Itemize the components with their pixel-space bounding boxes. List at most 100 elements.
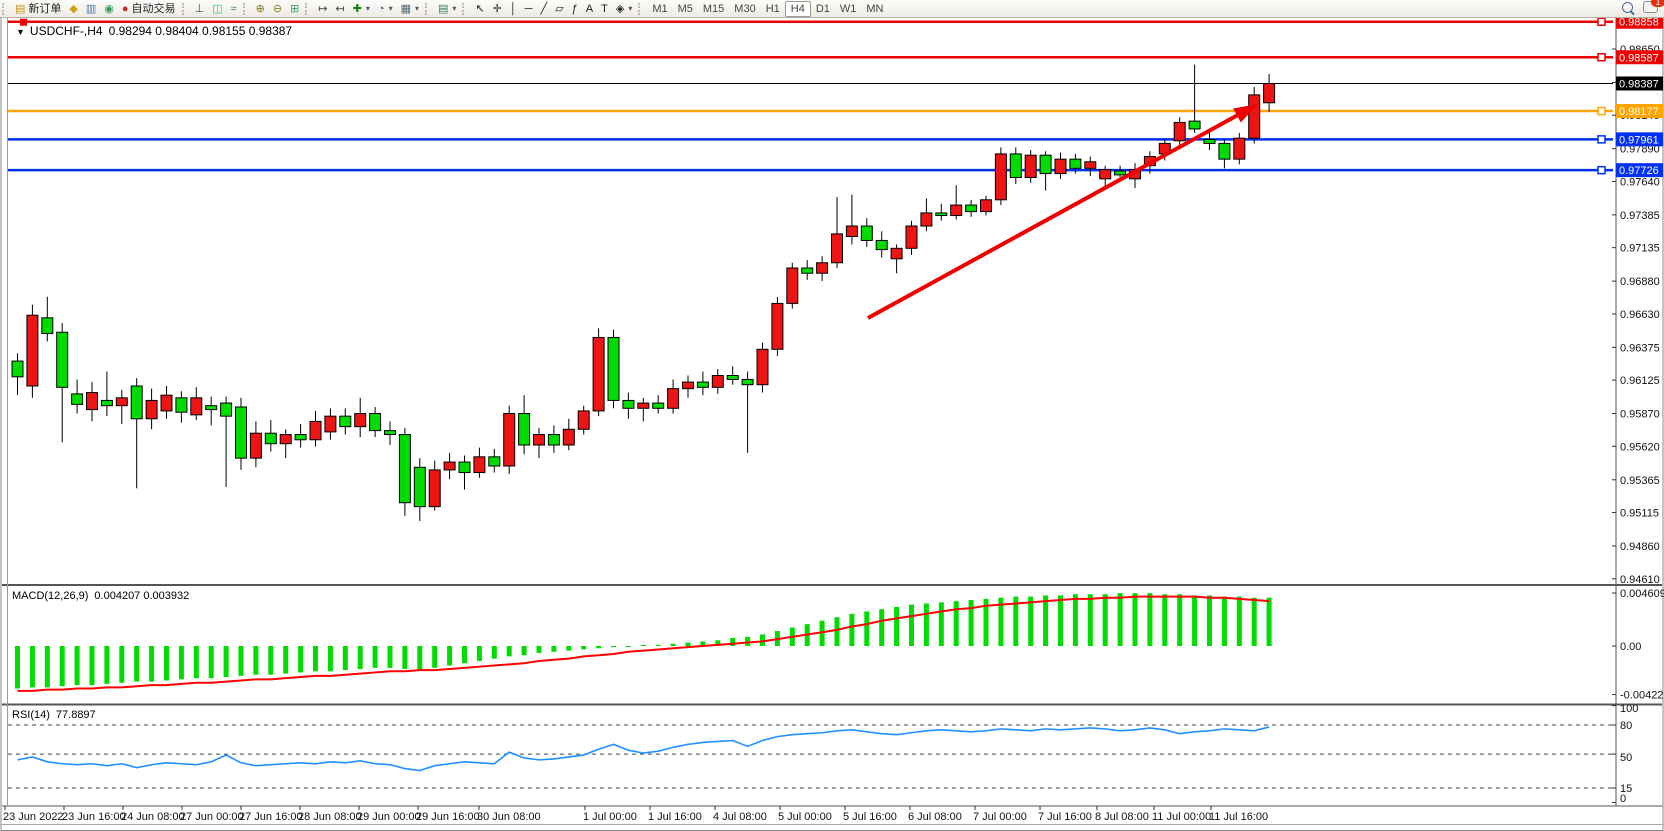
tf-m5[interactable]: M5 bbox=[677, 2, 693, 15]
macd-histogram-bar bbox=[581, 646, 587, 650]
line-handle[interactable] bbox=[1597, 53, 1606, 62]
trend-arrow-shaft[interactable] bbox=[867, 113, 1238, 320]
candle bbox=[41, 317, 54, 335]
document-icon: ▤ bbox=[15, 2, 26, 15]
tf-h4[interactable]: H4 bbox=[784, 0, 811, 17]
candle bbox=[1099, 169, 1112, 180]
macd-histogram-bar bbox=[849, 613, 855, 646]
time-label: 29 Jun 00:00 bbox=[357, 811, 421, 823]
trend-arrow-head[interactable] bbox=[1233, 104, 1258, 123]
candle bbox=[71, 393, 84, 405]
candle bbox=[1024, 154, 1037, 179]
macd-histogram-bar bbox=[938, 602, 944, 646]
tf-w1[interactable]: W1 bbox=[839, 2, 857, 15]
candle bbox=[220, 402, 233, 417]
channel-button[interactable]: ▱ bbox=[551, 1, 567, 17]
label-button[interactable]: T bbox=[597, 1, 612, 17]
time-label: 7 Jul 16:00 bbox=[1038, 811, 1092, 823]
indicators-button[interactable]: ✚ ▾ bbox=[349, 1, 374, 17]
macd-histogram-bar bbox=[119, 646, 125, 683]
candle bbox=[562, 428, 575, 446]
bar-chart-button[interactable]: ⊥ bbox=[191, 1, 209, 17]
macd-indicator-header: MACD(12,26,9) 0.004207 0.003932 bbox=[12, 590, 189, 602]
tf-m1[interactable]: M1 bbox=[652, 2, 668, 15]
candle bbox=[726, 375, 739, 380]
candle bbox=[682, 381, 694, 390]
fibonacci-button[interactable]: ƒ bbox=[568, 1, 582, 17]
candle bbox=[935, 212, 948, 217]
line-chart-button[interactable]: ≈ bbox=[227, 1, 241, 17]
candle bbox=[994, 153, 1007, 201]
macd-scale-label: 0.00 bbox=[1620, 641, 1641, 653]
tf-m15[interactable]: M15 bbox=[702, 2, 725, 15]
symbol-ohlc-values: 0.98294 0.98404 0.98155 0.98387 bbox=[108, 24, 293, 38]
chart-type-button[interactable]: ▤ ▾ bbox=[434, 1, 460, 17]
time-label: 27 Jun 00:00 bbox=[180, 811, 244, 823]
tf-m30[interactable]: M30 bbox=[734, 2, 756, 15]
macd-histogram-bar bbox=[342, 646, 348, 671]
vertical-line-button[interactable]: │ bbox=[506, 1, 521, 17]
auto-trading-button[interactable]: ● 自动交易 bbox=[121, 2, 176, 15]
toolbar-grip bbox=[2, 2, 8, 15]
fibonacci-icon: ƒ bbox=[571, 2, 578, 15]
tf-h1[interactable]: H1 bbox=[765, 2, 780, 15]
time-label: 6 Jul 08:00 bbox=[908, 811, 962, 823]
trendline-icon: ╱ bbox=[540, 2, 548, 15]
chevron-down-icon[interactable]: ▼ bbox=[16, 27, 25, 37]
search-button[interactable] bbox=[1622, 1, 1633, 16]
macd-histogram-bar bbox=[44, 646, 50, 688]
funnel-button[interactable]: ◆ bbox=[65, 1, 81, 17]
macd-histogram-bar bbox=[909, 604, 914, 646]
tf-mn[interactable]: MN bbox=[866, 2, 884, 15]
candle bbox=[711, 375, 724, 388]
notification-badge: 1 bbox=[1651, 0, 1664, 7]
candle bbox=[577, 410, 590, 430]
line-handle[interactable] bbox=[1597, 165, 1606, 175]
signals-button[interactable]: ◉ bbox=[100, 1, 118, 17]
chart-shift-icon: ↤ bbox=[335, 2, 345, 15]
zoom-out-icon: ⊖ bbox=[272, 2, 283, 15]
chart-shift-button[interactable]: ↤ bbox=[331, 1, 348, 17]
new-order-button[interactable]: ▤ 新订单 bbox=[15, 2, 62, 15]
toolbar-grip bbox=[462, 2, 468, 15]
chart-plot-area[interactable] bbox=[8, 17, 1613, 806]
zoom-out-button[interactable]: ⊖ bbox=[269, 1, 286, 17]
arrows-button[interactable]: ◈ ▾ bbox=[612, 1, 636, 17]
rsi-scale-label: 100 bbox=[1620, 703, 1638, 715]
charts-icon: ▥ bbox=[85, 2, 97, 15]
tile-windows-button[interactable]: ⊞ bbox=[286, 1, 303, 17]
cursor-button[interactable]: ↖ bbox=[471, 1, 488, 17]
tile-windows-icon: ⊞ bbox=[290, 2, 300, 15]
line-handle[interactable] bbox=[20, 18, 27, 26]
crosshair-button[interactable]: ✛ bbox=[489, 1, 506, 17]
macd-histogram-bar bbox=[238, 646, 244, 676]
text-button[interactable]: A bbox=[582, 1, 597, 17]
chat-button[interactable]: 1 bbox=[1643, 0, 1664, 16]
line-handle[interactable] bbox=[1597, 135, 1606, 144]
horizontal-line-button[interactable]: ─ bbox=[521, 1, 537, 17]
macd-histogram-bar bbox=[700, 641, 706, 646]
candle bbox=[1263, 82, 1276, 104]
candlestick-button[interactable]: ◫ bbox=[208, 1, 226, 17]
rsi-scale-label: 15 bbox=[1620, 783, 1632, 795]
macd-histogram-bar bbox=[953, 601, 959, 646]
zoom-in-button[interactable]: ⊕ bbox=[252, 1, 269, 17]
periods-button[interactable]: ◔ ▾ bbox=[374, 1, 397, 17]
auto-scroll-icon: ↦ bbox=[318, 2, 328, 15]
tf-d1[interactable]: D1 bbox=[815, 2, 830, 15]
auto-scroll-button[interactable]: ↦ bbox=[314, 1, 331, 17]
price-badge-label: 0.98858 bbox=[1619, 17, 1659, 29]
macd-histogram-bar bbox=[1192, 595, 1198, 646]
candle bbox=[637, 402, 650, 409]
candle bbox=[160, 394, 173, 412]
line-handle[interactable] bbox=[1597, 17, 1606, 26]
label-icon: T bbox=[601, 2, 608, 15]
templates-button[interactable]: ▦ ▾ bbox=[397, 1, 423, 17]
line-handle[interactable] bbox=[1597, 106, 1606, 116]
macd-histogram-bar bbox=[462, 646, 467, 664]
trendline-button[interactable]: ╱ bbox=[537, 1, 552, 17]
market-watch-button[interactable]: ▥ bbox=[82, 1, 100, 17]
candle bbox=[503, 413, 516, 467]
cursor-icon: ↖ bbox=[475, 2, 485, 15]
